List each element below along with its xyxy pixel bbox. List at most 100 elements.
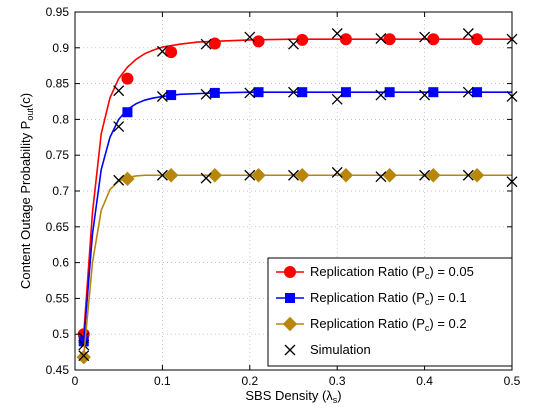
series-1-point-1: [122, 107, 133, 118]
series-0-sim-point-5-stroke-b: [288, 38, 299, 50]
series-1-sim-point-2-stroke-b: [156, 91, 168, 102]
series-1-sim-point-9-stroke-b: [462, 86, 474, 98]
legend-entry-simulation: Simulation: [284, 342, 371, 357]
legend-symbol-0: [276, 266, 304, 278]
series-1-point-6: [340, 87, 351, 98]
y-tick-label-7: 0.8: [52, 112, 69, 126]
series-1-sim-point-6-stroke-b: [331, 93, 343, 105]
series-1-sim-point-5-stroke-b: [288, 86, 299, 98]
legend-marker-2: [282, 316, 298, 332]
series-2-sim-point-6: [331, 166, 343, 178]
series-1-sim-point-4-stroke-b: [244, 87, 256, 99]
legend-entry-0: Replication Ratio (Pc) = 0.05: [276, 264, 474, 281]
x-tick-label-1: 0.1: [154, 374, 171, 388]
series-1-sim-point-1-stroke-b: [113, 121, 125, 133]
series-2-point-5: [295, 168, 310, 183]
series-1-point-3: [209, 87, 220, 98]
series-0-sim-point-3: [200, 38, 212, 50]
series-1-sim-point-6: [331, 93, 343, 105]
series-1-sim-point-0: [78, 339, 90, 351]
series-1-point-9: [472, 87, 483, 98]
y-tick-label-3: 0.6: [52, 256, 69, 270]
series-1-sim-point-3-stroke-b: [200, 88, 212, 100]
y-tick-label-10: 0.95: [46, 5, 70, 19]
y-tick-label-6: 0.75: [46, 148, 70, 162]
x-tick-label-2: 0.2: [241, 374, 258, 388]
series-2-sim-point-2: [156, 169, 168, 181]
series-0-point-1: [121, 72, 134, 85]
series-1-point-5: [297, 87, 308, 98]
series-2-sim-point-7: [375, 171, 387, 183]
series-1-sim-point-8: [419, 89, 431, 101]
x-tick-label-5: 0.5: [504, 374, 521, 388]
series-0-point-6: [339, 33, 352, 46]
y-tick-label-0: 0.45: [46, 363, 70, 377]
series-1-point-0: [78, 336, 89, 347]
series-0-sim-point-5: [288, 38, 299, 50]
series-0-sim-point-1: [113, 85, 125, 97]
series-0-sim-point-8-stroke-b: [419, 31, 431, 43]
series-1-point-4: [253, 87, 264, 98]
series-0-sim-point-9: [462, 28, 474, 39]
series-1-sim-point-8-stroke-b: [419, 89, 431, 101]
y-tick-label-9: 0.9: [52, 41, 69, 55]
y-tick-label-2: 0.55: [46, 291, 70, 305]
series-0-sim-point-1-stroke-b: [113, 85, 125, 97]
series-0-line: [82, 38, 512, 335]
series-group: [76, 28, 518, 365]
legend-label-simulation: Simulation: [310, 342, 371, 357]
series-0-point-3: [208, 37, 221, 50]
series-2-sim-point-0: [78, 350, 90, 362]
series-2-sim-point-3-stroke-b: [200, 172, 212, 184]
series-0-sim-point-7-stroke-b: [375, 33, 387, 44]
x-axis-label: SBS Density (λs): [245, 388, 341, 405]
legend-symbol-1: [276, 293, 304, 303]
series-2: [76, 166, 518, 365]
y-axis-label: Content Outage Probability Pout(c): [18, 93, 35, 289]
series-2-point-2: [163, 168, 179, 183]
y-tick-label-8: 0.85: [46, 77, 70, 91]
series-2-point-8: [426, 168, 441, 183]
legend-entry-1: Replication Ratio (Pc) = 0.1: [276, 290, 467, 307]
legend-label-2: Replication Ratio (Pc) = 0.2: [310, 316, 467, 333]
series-0-point-8: [427, 33, 440, 46]
series-1-sim-point-3: [200, 88, 212, 100]
x-tick-label-0: 0: [72, 374, 79, 388]
series-1-sim-point-9: [462, 86, 474, 98]
series-1-sim-point-4: [244, 87, 256, 99]
series-0-sim-point-4: [244, 31, 256, 43]
series-0-sim-point-7: [375, 33, 387, 44]
legend: Replication Ratio (Pc) = 0.05 Replicatio…: [267, 257, 513, 367]
series-2-sim-point-4: [244, 169, 256, 181]
series-2-sim-point-9: [462, 169, 474, 181]
series-1-sim-point-7: [375, 89, 387, 101]
series-2-sim-point-9-stroke-b: [462, 169, 474, 181]
series-2-point-6: [338, 168, 354, 183]
legend-marker-1: [285, 293, 295, 303]
series-1-point-7: [384, 87, 395, 98]
series-1: [78, 86, 518, 351]
series-2-sim-point-6-stroke-b: [331, 166, 343, 178]
series-0-point-2: [165, 46, 178, 59]
series-0-sim-point-8: [419, 31, 431, 43]
y-tick-label-1: 0.5: [52, 327, 69, 341]
series-2-sim-point-4-stroke-b: [244, 169, 256, 181]
series-2-sim-point-8: [419, 169, 431, 181]
legend-label-1: Replication Ratio (Pc) = 0.1: [310, 290, 467, 307]
series-2-point-0: [76, 349, 91, 365]
series-0-sim-point-9-stroke-b: [462, 28, 474, 39]
series-1-point-2: [166, 90, 177, 101]
series-2-sim-point-5: [288, 169, 299, 181]
legend-box: [267, 257, 513, 367]
series-1-point-8: [428, 87, 439, 98]
series-2-point-4: [251, 168, 266, 183]
series-2-sim-point-0-stroke-b: [78, 350, 90, 362]
series-0-sim-point-6: [331, 28, 343, 39]
series-2-sim-point-3: [200, 172, 212, 184]
series-1-sim-point-1: [113, 121, 125, 133]
y-tick-label-4: 0.65: [46, 220, 70, 234]
series-1-sim-point-5: [288, 86, 299, 98]
series-1-sim-point-0-stroke-b: [78, 339, 90, 351]
series-0-point-7: [383, 33, 396, 46]
